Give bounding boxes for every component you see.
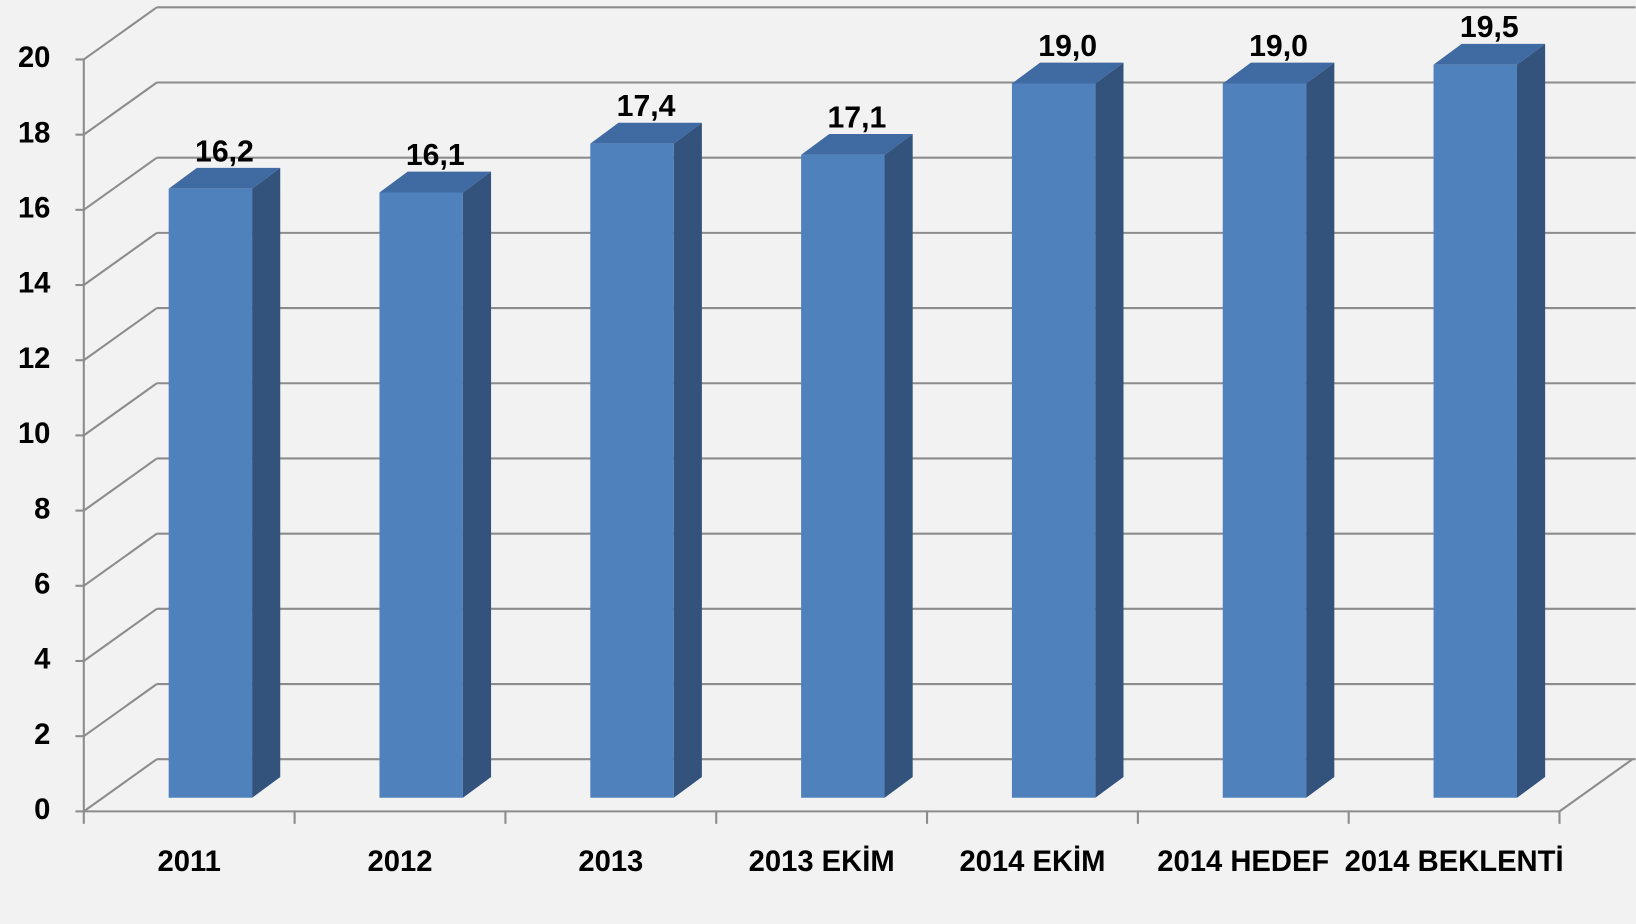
bar-top <box>1433 43 1546 65</box>
grid-line <box>83 382 158 437</box>
bar-front <box>1011 83 1096 798</box>
y-tick-label: 8 <box>34 493 50 525</box>
bar-top <box>168 167 281 189</box>
bar-side <box>884 134 913 798</box>
bar <box>801 134 913 798</box>
y-tick-label: 14 <box>18 268 51 300</box>
bar-front <box>1222 83 1307 798</box>
bar-top <box>1011 62 1124 84</box>
grid-line <box>83 307 158 362</box>
y-tick-label: 16 <box>18 193 50 225</box>
grid-line <box>83 683 158 738</box>
grid-line <box>83 457 158 512</box>
grid-line <box>83 6 158 61</box>
bar <box>1011 62 1124 798</box>
grid-line <box>83 758 158 813</box>
x-tick-label: 2014 HEDEF <box>1157 846 1329 878</box>
bar-top <box>379 171 492 193</box>
x-tick-label: 2014 EKİM <box>959 846 1105 878</box>
data-label: 17,1 <box>827 101 886 134</box>
bar-side <box>1516 43 1546 798</box>
bar-front <box>168 188 253 798</box>
bar <box>168 167 281 798</box>
y-tick-label: 18 <box>18 117 50 149</box>
bar-top <box>801 134 913 155</box>
bar-side <box>673 122 702 798</box>
grid-line <box>83 156 158 211</box>
y-tick-label: 20 <box>18 42 50 74</box>
bar-side <box>1306 62 1335 798</box>
y-tick-label: 6 <box>34 569 50 601</box>
bar-front <box>801 154 885 798</box>
bar-top <box>1222 62 1335 84</box>
y-tick-label: 2 <box>34 719 50 751</box>
x-tick-label: 2013 EKİM <box>749 846 895 878</box>
x-tick-label: 2012 <box>368 846 433 878</box>
bar-front <box>590 143 674 798</box>
y-tick-label: 12 <box>18 343 50 375</box>
bar <box>379 171 492 798</box>
data-label: 17,4 <box>617 90 676 123</box>
y-tick-label: 0 <box>34 794 50 826</box>
grid-line <box>83 81 158 136</box>
bar <box>1433 43 1546 798</box>
bar-side <box>1095 62 1124 798</box>
x-tick-label: 2014 BEKLENTİ <box>1345 846 1564 878</box>
data-label: 19,5 <box>1460 11 1519 44</box>
bar-side <box>252 167 281 798</box>
y-tick-label: 4 <box>34 644 51 676</box>
grid-line <box>83 532 158 587</box>
y-tick-label: 10 <box>18 418 50 450</box>
bar-front <box>1433 64 1517 798</box>
x-tick-label: 2011 <box>158 846 221 878</box>
bar <box>1222 62 1335 798</box>
floor-edge <box>1558 758 1634 813</box>
bar-side <box>462 171 492 798</box>
data-label: 16,1 <box>406 139 465 172</box>
bar <box>590 122 702 798</box>
bar-top <box>590 122 702 144</box>
bar-front <box>379 192 463 798</box>
data-label: 19,0 <box>1038 30 1097 63</box>
data-label: 19,0 <box>1249 30 1308 63</box>
grid-line <box>83 607 158 662</box>
x-tick-label: 2013 <box>578 846 643 878</box>
data-label: 16,2 <box>195 135 254 168</box>
grid-line <box>83 232 158 286</box>
